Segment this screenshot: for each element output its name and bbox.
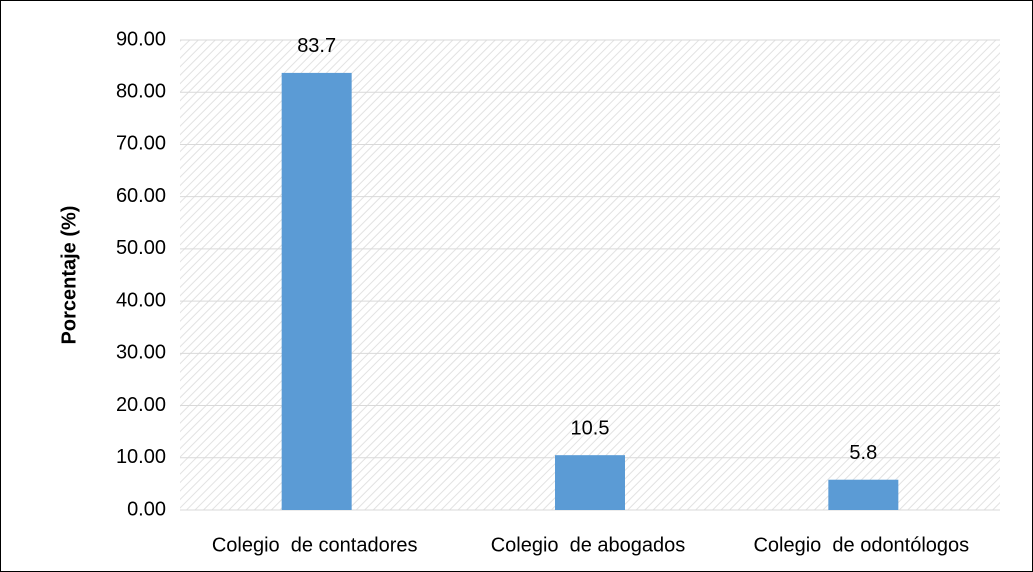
data-label: 83.7 bbox=[297, 35, 336, 57]
x-tick-label: Colegio de abogados bbox=[491, 534, 686, 556]
y-tick-label: 10.00 bbox=[116, 446, 166, 468]
x-tick-label: Colegio de contadores bbox=[212, 534, 418, 556]
y-tick-label: 60.00 bbox=[116, 185, 166, 207]
bar bbox=[555, 455, 625, 510]
y-tick-label: 20.00 bbox=[116, 394, 166, 416]
data-label: 5.8 bbox=[849, 442, 877, 464]
x-tick-label: Colegio de odontólogos bbox=[753, 534, 969, 556]
y-axis-label: Porcentaje (%) bbox=[58, 206, 80, 345]
data-label: 10.5 bbox=[571, 417, 610, 439]
y-tick-label: 90.00 bbox=[116, 28, 166, 50]
y-tick-label: 80.00 bbox=[116, 81, 166, 103]
y-tick-label: 30.00 bbox=[116, 342, 166, 364]
y-tick-label: 0.00 bbox=[127, 498, 166, 520]
bar bbox=[828, 479, 899, 510]
y-tick-label: 40.00 bbox=[116, 289, 166, 311]
y-tick-label: 70.00 bbox=[116, 133, 166, 155]
y-tick-label: 50.00 bbox=[116, 237, 166, 259]
bar bbox=[281, 72, 352, 511]
